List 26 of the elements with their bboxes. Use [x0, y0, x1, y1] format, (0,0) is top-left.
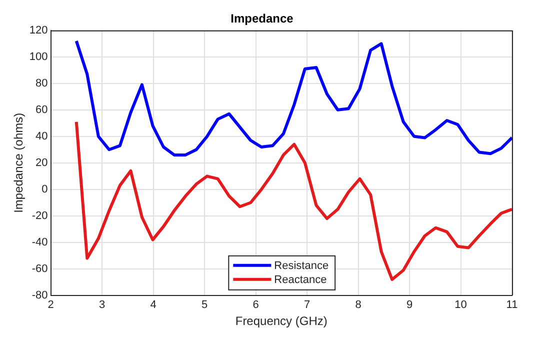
- x-tick-label: 7: [304, 299, 310, 312]
- x-tick-label: 5: [201, 299, 208, 312]
- x-tick-label: 3: [98, 299, 106, 312]
- y-tick-label: 60: [36, 104, 48, 116]
- x-axis-title: Frequency (GHz): [235, 314, 328, 328]
- y-axis-title: Impedance (ohms): [12, 112, 26, 213]
- x-tick-label: 6: [252, 299, 259, 312]
- y-tick-label: -20: [32, 210, 48, 222]
- y-tick-label: 80: [36, 77, 48, 90]
- y-tick-label: 0: [42, 183, 48, 196]
- y-tick-label: 120: [29, 24, 48, 36]
- x-tick-label: 2: [48, 299, 54, 312]
- x-tick-label: 4: [150, 299, 156, 312]
- y-tick-label: 20: [36, 156, 48, 169]
- x-tick-label: 8: [355, 299, 362, 312]
- legend-label: Reactance: [274, 274, 327, 286]
- x-tick-label: 10: [454, 299, 467, 312]
- y-tick-label: 100: [29, 50, 48, 63]
- x-tick-label: 11: [506, 299, 518, 312]
- legend-label: Resistance: [274, 260, 329, 272]
- y-tick-label: -80: [32, 289, 48, 302]
- y-tick-label: -40: [32, 236, 48, 248]
- y-tick-label: -60: [32, 262, 48, 275]
- chart-title: Impedance: [230, 12, 294, 26]
- y-tick-label: 40: [36, 130, 48, 142]
- x-tick-label: 9: [406, 299, 413, 312]
